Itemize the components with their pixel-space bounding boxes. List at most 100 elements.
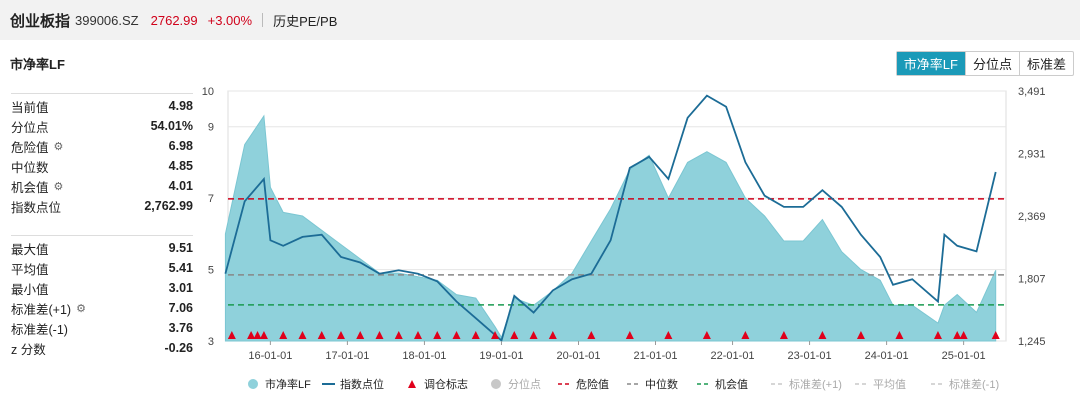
stat-label-wrap: 危险值 ⚙ [11,137,63,156]
stat-row: z 分数 -0.26 [11,338,193,358]
stat-label: 标准差(+1) [11,302,72,317]
gear-icon[interactable]: ⚙ [53,180,64,193]
y-left-tick-label: 7 [208,193,214,205]
stat-value: -0.26 [164,341,194,355]
rebalance-marker [959,331,968,339]
legend-label: 分位点 [508,377,541,391]
legend-label: 调仓标志 [424,377,468,391]
rebalance-marker [247,331,256,339]
x-tick-label: 23-01-01 [788,350,832,362]
pb-area [224,114,997,342]
stat-value: 54.01% [150,119,193,133]
x-tick-label: 18-01-01 [402,350,446,362]
legend-label: 市净率LF [265,377,311,391]
index-change: +3.00% [207,12,253,28]
tab-pb-lf[interactable]: 市净率LF [896,52,965,75]
index-code: 399006.SZ [75,12,139,28]
stat-label: 当前值 [11,100,49,115]
divider [11,234,193,236]
x-tick-label: 16-01-01 [248,350,292,362]
stat-label: 标准差(-1) [11,322,68,337]
rebalance-marker [991,331,1000,339]
stat-row: 机会值 ⚙ 4.01 [11,176,193,196]
rebalance-marker [375,331,384,339]
y-right-tick-label: 1,807 [1018,273,1046,285]
rebalance-marker [933,331,942,339]
x-tick-label: 21-01-01 [633,350,677,362]
y-left-tick-label: 5 [208,265,214,277]
rebalance-marker [452,331,461,339]
stat-row: 标准差(+1) ⚙ 7.06 [11,298,193,318]
stat-label: 平均值 [11,262,49,277]
rebalance-marker [953,331,962,339]
rebalance-marker [394,331,403,339]
gear-icon[interactable]: ⚙ [53,140,64,153]
stat-label: 机会值 [11,180,49,195]
stat-row: 最大值 9.51 [11,238,193,258]
stats-bottom: 最大值 9.51 平均值 5.41 最小值 3.01 标准差(+1) ⚙ 7.06 标准差… [11,234,193,358]
stat-label: 指数点位 [11,200,62,215]
tab-std-dev[interactable]: 标准差 [1018,52,1073,75]
rebalance-marker [818,331,827,339]
rebalance-marker [298,331,307,339]
x-tick-label: 22-01-01 [711,350,755,362]
stat-label: z 分数 [11,342,46,357]
y-right-tick-label: 1,245 [1018,336,1046,348]
rebalance-marker [253,331,262,339]
x-tick-label: 19-01-01 [479,350,523,362]
y-right-tick-label: 2,931 [1018,148,1046,160]
header-bar: 创业板指 399006.SZ 2762.99 +3.00% 历史PE/PB [0,0,1080,40]
divider [11,92,193,94]
legend-label: 平均值 [873,378,906,391]
chart-card: 市净率LF 市净率LF 分位点 标准差 当前值 4.98 分位点 54.01% 危险… [0,40,1080,409]
tab-percentile[interactable]: 分位点 [964,52,1019,75]
stat-value: 6.98 [168,139,193,153]
rebalance-marker [356,331,365,339]
rebalance-marker [529,331,538,339]
stat-row: 危险值 ⚙ 6.98 [11,136,193,156]
gear-icon[interactable]: ⚙ [76,302,86,315]
rebalance-markers [227,331,1000,339]
index-line-series [224,94,997,342]
stats-top: 当前值 4.98 分位点 54.01% 危险值 ⚙ 6.98 中位数 4.85 机会值 ⚙ 4… [11,92,193,216]
pb-chart[interactable]: 3 5 7 9 10 1,245 1,807 2,369 2,931 3,491 16-01-01 1… [0,40,1080,409]
legend-swatch [491,379,501,389]
panel-title: 市净率LF [10,57,65,72]
rebalance-marker [702,331,711,339]
stat-row: 指数点位 2,762.99 [11,196,193,216]
index-line [224,94,997,342]
rebalance-marker [471,331,480,339]
y-left-tick-label: 9 [208,122,214,134]
stat-label: 中位数 [11,160,49,175]
rebalance-marker [510,331,519,339]
index-name: 创业板指 [10,12,71,30]
rebalance-marker [227,331,236,339]
x-tick-label: 24-01-01 [865,350,909,362]
y-left-tick-label: 3 [208,336,214,348]
stat-label: 危险值 [11,140,49,155]
rebalance-marker [433,331,442,339]
stat-row: 最小值 3.01 [11,278,193,298]
rebalance-marker [259,331,268,339]
rebalance-marker [856,331,865,339]
rebalance-marker [895,331,904,339]
rebalance-marker [741,331,750,339]
rebalance-marker [625,331,634,339]
pb-area-series [224,114,997,342]
stat-row: 分位点 54.01% [11,116,193,136]
stat-row: 当前值 4.98 [11,96,193,116]
legend-label: 机会值 [715,377,748,391]
y-right-tick-label: 2,369 [1018,211,1046,223]
legend-label: 中位数 [645,377,678,391]
stat-value: 3.76 [168,321,193,335]
rebalance-marker [336,331,345,339]
stat-value: 4.98 [168,99,193,113]
stat-row: 中位数 4.85 [11,156,193,176]
rebalance-marker [664,331,673,339]
x-tick-label: 25-01-01 [942,350,986,362]
stat-row: 标准差(-1) 3.76 [11,318,193,338]
axes: 3 5 7 9 10 1,245 1,807 2,369 2,931 3,491 16-01-01 1… [202,86,1046,362]
rebalance-marker [279,331,288,339]
rebalance-marker [548,331,557,339]
history-pe-pb-link[interactable]: 历史PE/PB [273,13,338,29]
